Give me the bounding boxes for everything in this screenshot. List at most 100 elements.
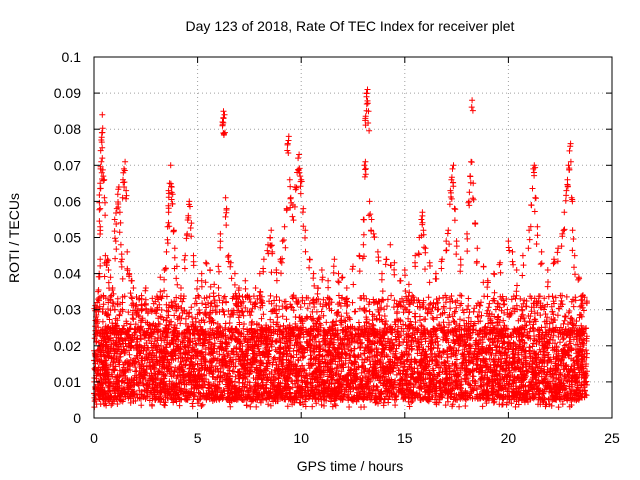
data-point — [199, 300, 206, 307]
data-point — [129, 295, 136, 302]
data-point — [156, 321, 163, 328]
data-point — [468, 318, 474, 325]
data-point — [283, 335, 290, 342]
data-point — [570, 303, 577, 310]
data-point — [501, 301, 508, 307]
data-point — [442, 402, 449, 409]
data-point — [540, 348, 546, 355]
data-point — [530, 325, 537, 332]
data-point — [418, 322, 425, 329]
data-point — [260, 360, 267, 367]
data-point — [154, 304, 161, 311]
data-point — [116, 358, 123, 365]
data-point — [191, 335, 198, 342]
data-point — [180, 358, 187, 364]
data-point — [253, 403, 260, 410]
data-point — [434, 345, 441, 352]
data-point — [347, 388, 354, 395]
data-point — [310, 317, 317, 324]
data-point — [457, 316, 463, 323]
data-point — [541, 395, 548, 402]
data-point — [384, 303, 390, 310]
data-point — [205, 299, 212, 306]
data-point — [334, 361, 341, 368]
data-point — [561, 373, 568, 379]
data-point — [456, 322, 463, 329]
data-point — [319, 303, 326, 310]
data-point — [267, 292, 274, 299]
data-point — [392, 350, 399, 357]
data-point — [326, 344, 333, 351]
data-point — [456, 403, 463, 410]
data-point — [179, 298, 186, 305]
data-point — [207, 303, 214, 310]
data-point — [93, 338, 100, 345]
data-point — [310, 299, 317, 306]
data-point — [555, 404, 562, 411]
data-point — [345, 364, 352, 370]
data-point — [309, 403, 316, 410]
data-point — [453, 347, 460, 354]
data-point — [196, 309, 203, 316]
data-point — [458, 292, 465, 299]
data-point — [583, 378, 590, 385]
data-point — [441, 324, 448, 331]
data-point — [287, 301, 294, 308]
data-point — [138, 388, 145, 395]
data-point — [188, 304, 195, 311]
data-point — [125, 309, 132, 316]
data-point — [153, 293, 160, 300]
data-point — [196, 294, 202, 300]
data-point — [271, 306, 277, 313]
data-point — [473, 386, 480, 393]
data-point — [376, 326, 383, 333]
data-point — [244, 328, 251, 335]
data-point — [557, 292, 564, 299]
data-point — [258, 376, 265, 383]
data-point — [167, 391, 174, 398]
data-point — [519, 307, 526, 314]
data-point — [398, 325, 405, 332]
data-point — [388, 292, 395, 299]
data-point — [201, 371, 208, 378]
data-point — [247, 403, 254, 410]
data-point — [239, 308, 246, 315]
data-point — [526, 344, 533, 351]
data-point — [179, 366, 186, 373]
data-point — [509, 346, 516, 353]
data-point — [92, 367, 99, 373]
data-point — [583, 338, 590, 344]
data-point — [405, 309, 412, 316]
data-point — [332, 402, 339, 409]
data-point — [134, 394, 141, 401]
data-point — [422, 338, 429, 345]
data-point — [189, 314, 195, 321]
data-point — [293, 351, 300, 358]
data-point — [265, 401, 272, 408]
data-point — [554, 312, 561, 319]
data-point — [549, 293, 556, 300]
data-point — [479, 403, 486, 410]
data-point — [276, 358, 283, 365]
data-point — [132, 397, 139, 404]
data-point — [158, 307, 165, 313]
data-point — [271, 297, 278, 304]
data-point — [136, 313, 143, 320]
data-point — [421, 333, 428, 340]
data-point — [351, 345, 358, 352]
data-point — [349, 299, 356, 306]
data-point — [546, 320, 553, 327]
data-point — [245, 389, 252, 396]
data-point — [202, 346, 209, 353]
data-point — [366, 308, 373, 315]
data-point — [279, 303, 286, 310]
data-point — [273, 338, 280, 345]
data-point — [105, 306, 111, 312]
data-point — [116, 312, 123, 319]
data-point — [457, 292, 464, 299]
data-point — [197, 395, 204, 402]
data-point — [304, 305, 311, 312]
data-point — [302, 403, 309, 410]
data-point — [175, 372, 182, 378]
